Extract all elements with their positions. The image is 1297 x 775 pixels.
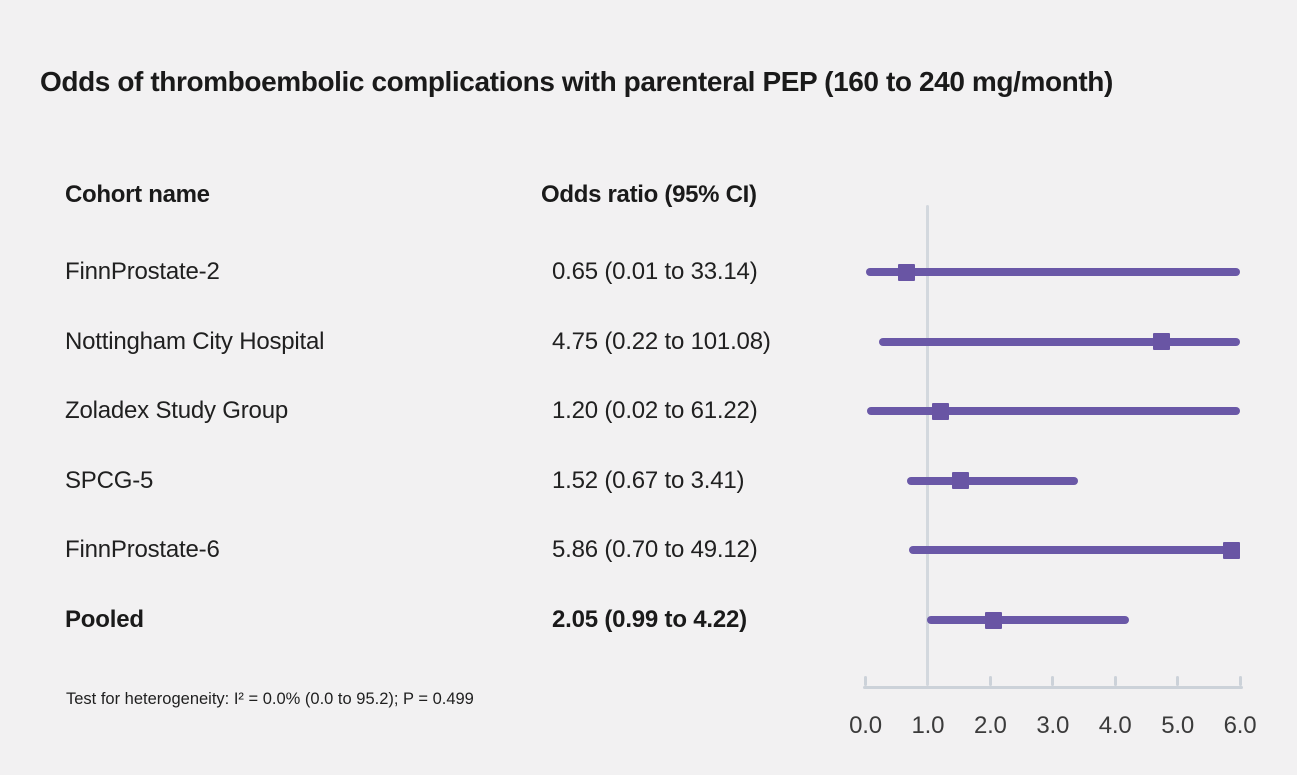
x-axis-tick-label: 6.0 [1223, 712, 1257, 739]
odds-ratio-column-header: Odds ratio (95% CI) [541, 181, 757, 208]
cohort-label: FinnProstate-6 [65, 536, 220, 564]
x-axis-tick-label: 3.0 [1036, 712, 1070, 739]
x-axis-tick [1176, 676, 1180, 686]
odds-ratio-marker [1153, 333, 1171, 351]
cohort-label: FinnProstate-2 [65, 258, 220, 285]
x-axis-tick [1051, 676, 1055, 686]
odds-ratio-value: 2.05 (0.99 to 4.22) [552, 606, 747, 633]
odds-ratio-marker [951, 472, 969, 490]
cohort-label: Nottingham City Hospital [65, 327, 325, 355]
x-axis-tick [1113, 676, 1117, 686]
odds-ratio-value: 0.65 (0.01 to 33.14) [552, 258, 758, 285]
x-axis-tick-label: 2.0 [973, 712, 1007, 739]
odds-ratio-value: 5.86 (0.70 to 49.12) [552, 536, 758, 564]
x-axis-tick-label: 1.0 [911, 712, 945, 739]
x-axis-tick-label: 0.0 [849, 712, 882, 739]
odds-ratio-value: 4.75 (0.22 to 101.08) [552, 327, 771, 355]
confidence-interval-line [879, 337, 1240, 346]
confidence-interval-line [927, 616, 1129, 624]
odds-ratio-value: 1.20 (0.02 to 61.22) [552, 397, 758, 425]
reference-line [926, 205, 930, 686]
heterogeneity-footnote: Test for heterogeneity: I² = 0.0% (0.0 t… [66, 690, 474, 708]
confidence-interval-line [907, 476, 1079, 485]
x-axis-tick [988, 676, 992, 686]
x-axis-tick [864, 676, 867, 686]
cohort-label: Pooled [65, 606, 144, 633]
odds-ratio-value: 1.52 (0.67 to 3.41) [552, 466, 745, 494]
confidence-interval-line [866, 407, 1240, 416]
cohort-label: SPCG-5 [65, 466, 154, 494]
x-axis-tick-label: 5.0 [1161, 712, 1194, 739]
chart-title: Odds of thromboembolic complications wit… [40, 66, 1113, 97]
cohort-column-header: Cohort name [65, 181, 210, 208]
confidence-interval-line [909, 546, 1240, 555]
confidence-interval-line [866, 268, 1240, 276]
odds-ratio-marker [1222, 541, 1240, 559]
odds-ratio-marker [984, 611, 1002, 629]
x-axis-baseline [863, 685, 1243, 689]
x-axis-tick-label: 4.0 [1098, 712, 1132, 739]
odds-ratio-marker [897, 263, 915, 281]
x-axis-tick [1238, 676, 1242, 686]
cohort-label: Zoladex Study Group [65, 397, 288, 425]
odds-ratio-marker [931, 402, 949, 420]
